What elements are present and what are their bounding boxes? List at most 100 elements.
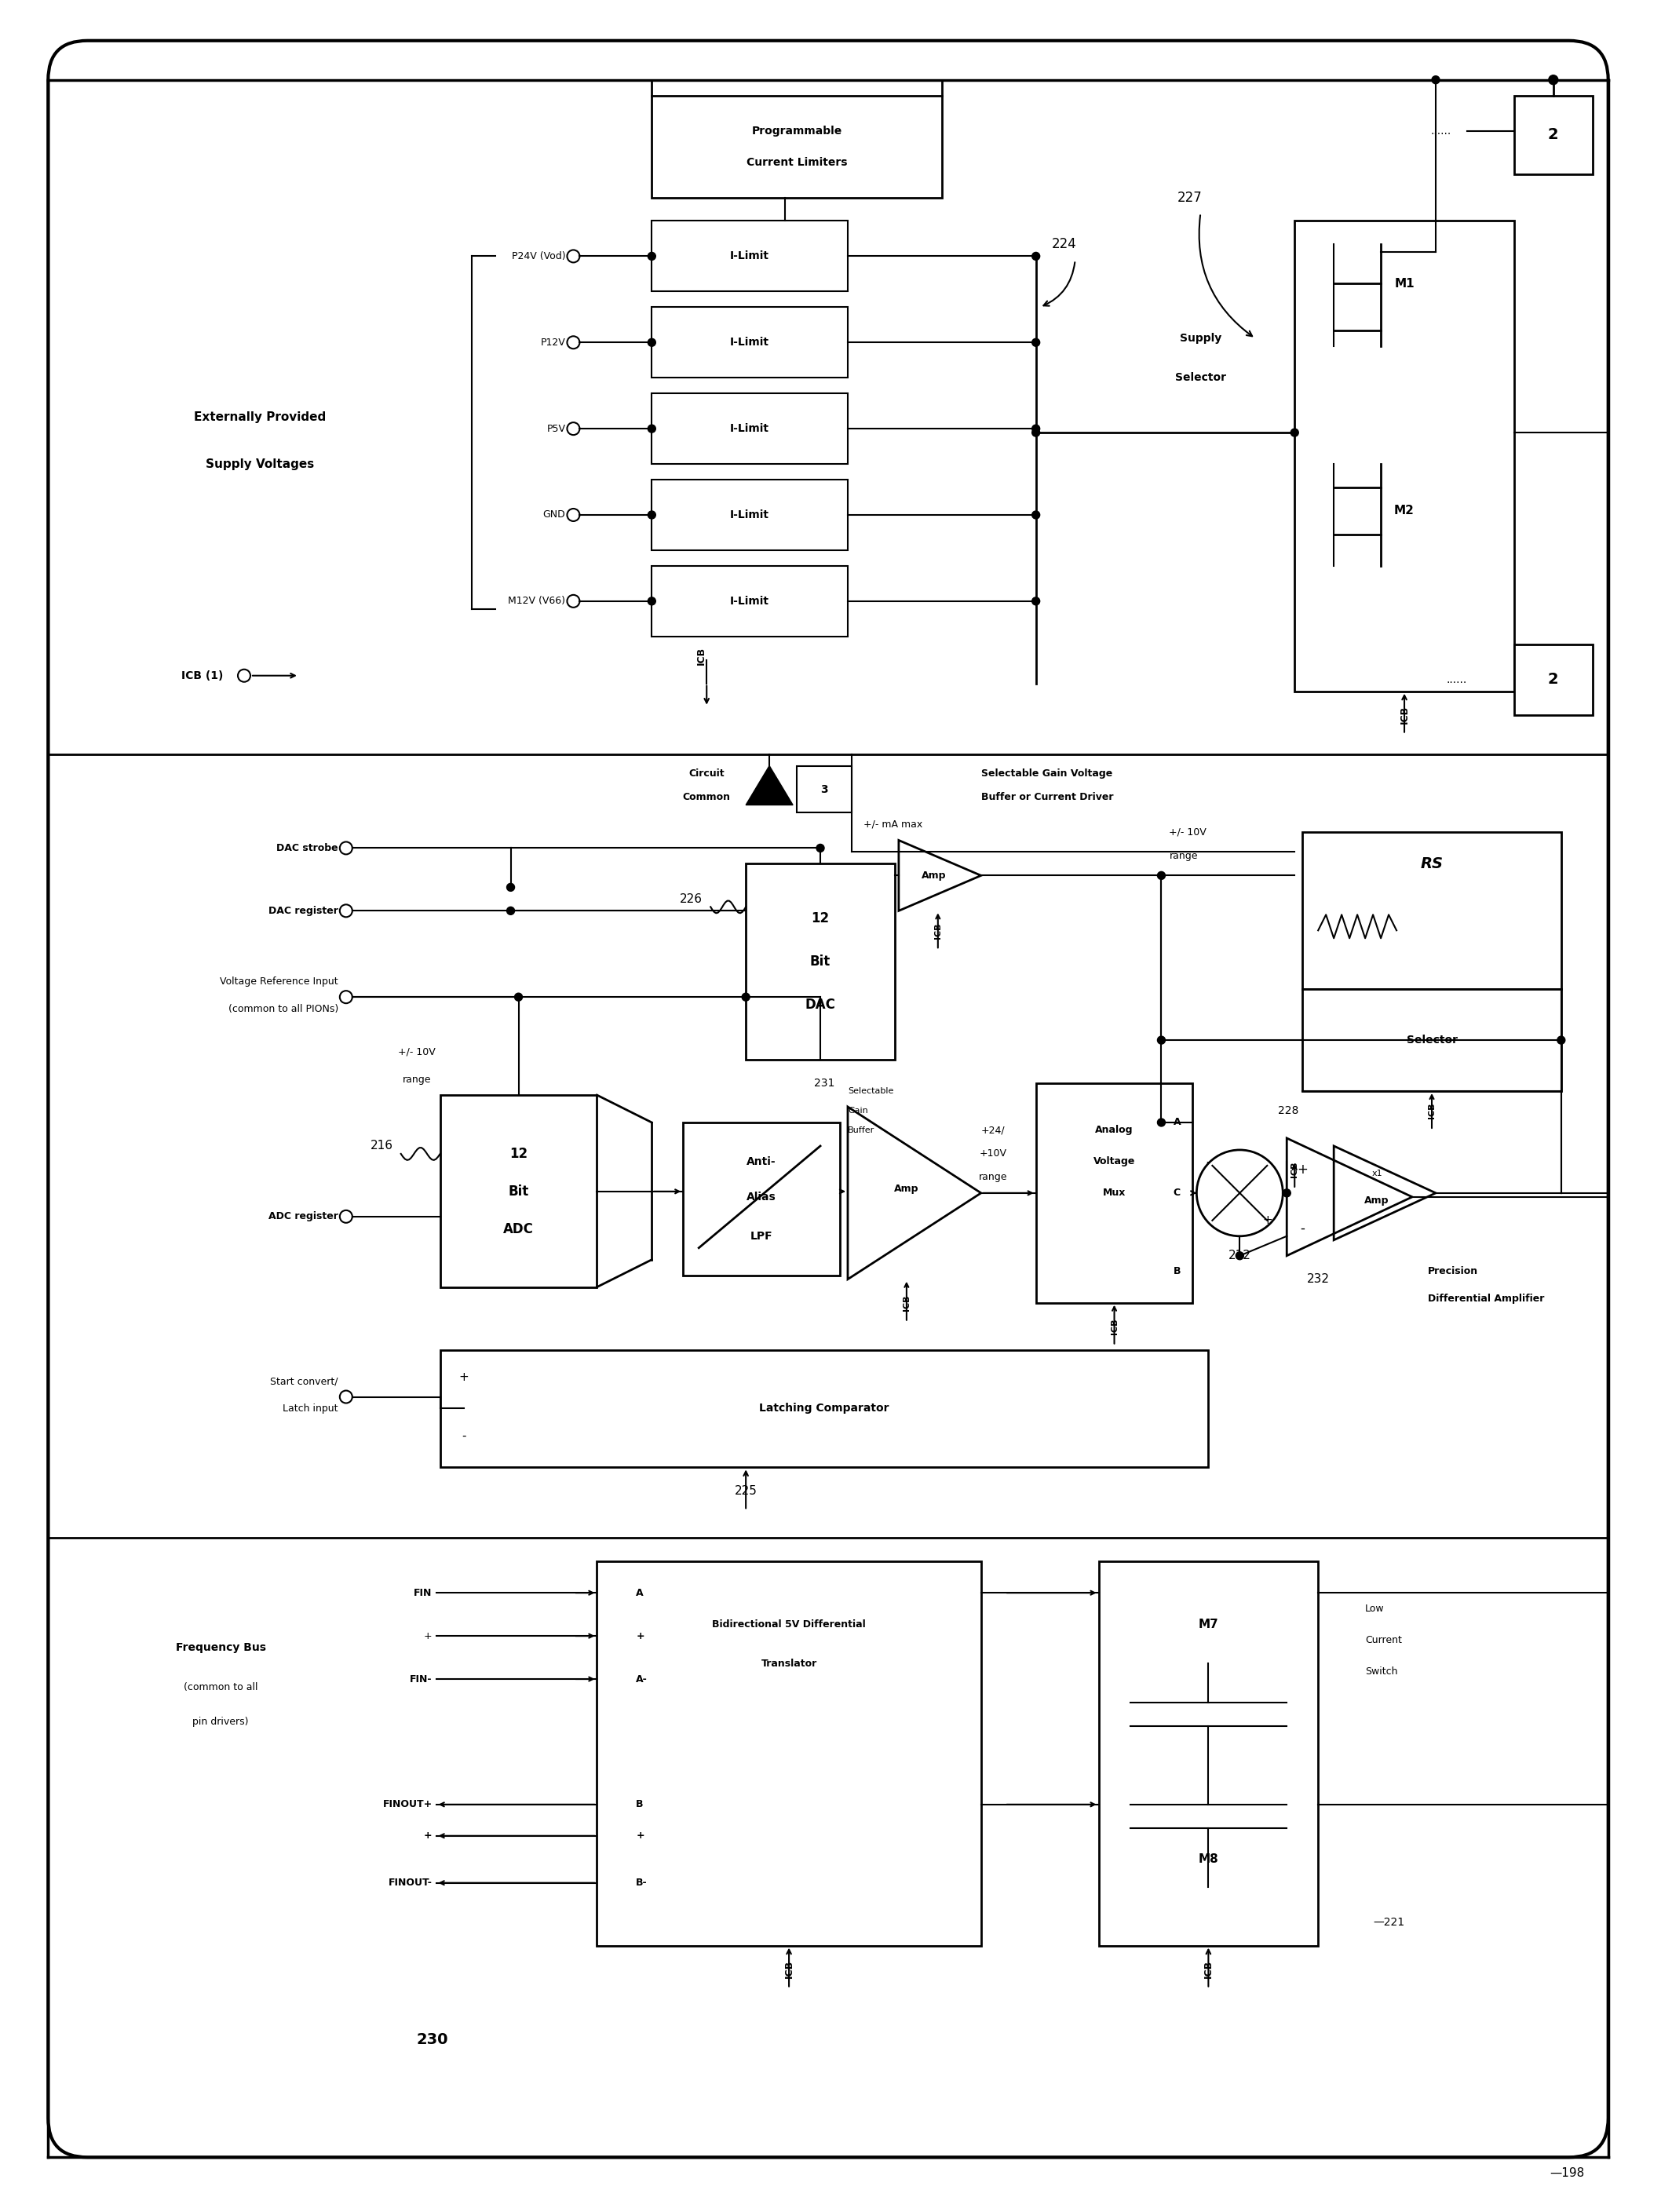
Bar [746, 863, 895, 1060]
Circle shape [1032, 338, 1040, 347]
Text: ......: ...... [1431, 126, 1451, 137]
Bar [1302, 989, 1562, 1091]
Text: I-Limit: I-Limit [731, 595, 769, 606]
Text: 212: 212 [1229, 1250, 1251, 1261]
Text: DAC register: DAC register [269, 905, 338, 916]
Text: 216: 216 [370, 1139, 393, 1152]
Circle shape [1557, 1035, 1565, 1044]
Text: I-Limit: I-Limit [731, 422, 769, 434]
Bar [652, 95, 941, 197]
Text: P5V: P5V [547, 422, 565, 434]
Text: —198: —198 [1550, 2168, 1585, 2179]
Text: ICB: ICB [1428, 1102, 1436, 1119]
Bar [1302, 832, 1562, 989]
Text: I-Limit: I-Limit [731, 336, 769, 347]
Text: +: + [635, 1630, 644, 1641]
Text: range: range [1169, 852, 1197, 860]
Bar [652, 480, 848, 551]
Text: ICB: ICB [903, 1294, 911, 1312]
Text: Bit: Bit [809, 956, 831, 969]
Text: FIN-: FIN- [410, 1674, 433, 1683]
Text: A: A [1174, 1117, 1180, 1128]
Polygon shape [746, 765, 793, 805]
Text: range: range [403, 1075, 431, 1084]
Text: +: + [1262, 1214, 1272, 1225]
Text: +: + [458, 1371, 468, 1382]
Text: ICB: ICB [935, 922, 941, 938]
Text: M8: M8 [1199, 1854, 1219, 1865]
Bar [1515, 95, 1592, 175]
Bar [652, 394, 848, 465]
Text: Precision: Precision [1428, 1265, 1478, 1276]
Text: 224: 224 [1052, 237, 1077, 252]
Circle shape [816, 845, 824, 852]
Circle shape [1157, 872, 1165, 880]
Circle shape [1032, 511, 1040, 520]
Circle shape [1282, 1190, 1291, 1197]
Text: Supply: Supply [1180, 334, 1222, 345]
Circle shape [647, 338, 655, 347]
Circle shape [647, 511, 655, 520]
Text: Buffer: Buffer [848, 1126, 874, 1135]
Circle shape [742, 993, 749, 1002]
Text: Mux: Mux [1104, 1188, 1125, 1199]
Circle shape [647, 252, 655, 261]
Text: 3: 3 [821, 783, 828, 794]
Text: FINOUT+: FINOUT+ [383, 1798, 433, 1809]
Text: LPF: LPF [751, 1230, 772, 1241]
Text: Voltage: Voltage [1093, 1157, 1135, 1166]
Text: GND: GND [543, 509, 565, 520]
Bar [1294, 221, 1515, 692]
Text: ......: ...... [1446, 675, 1466, 686]
Bar [597, 1562, 981, 1947]
Text: pin drivers): pin drivers) [192, 1717, 249, 1728]
Text: ICB: ICB [784, 1960, 794, 1978]
Text: +: + [1297, 1164, 1308, 1177]
Text: 232: 232 [1308, 1274, 1329, 1285]
Text: B: B [1174, 1265, 1180, 1276]
Circle shape [507, 907, 515, 916]
Text: Alias: Alias [747, 1192, 776, 1203]
Bar [684, 1121, 839, 1276]
Text: ICB: ICB [1204, 1960, 1214, 1978]
Bar [652, 307, 848, 378]
Text: 12: 12 [510, 1146, 528, 1161]
Text: ICB: ICB [1291, 1161, 1299, 1177]
Text: P24V (Vod): P24V (Vod) [512, 252, 565, 261]
Text: Selector: Selector [1406, 1035, 1458, 1046]
Bar [1037, 1084, 1192, 1303]
Text: Bidirectional 5V Differential: Bidirectional 5V Differential [712, 1619, 866, 1630]
Text: Frequency Bus: Frequency Bus [176, 1641, 266, 1652]
Text: +: + [425, 1630, 433, 1641]
Text: -: - [1206, 1157, 1211, 1168]
Text: ICB: ICB [697, 646, 707, 666]
Text: B-: B- [635, 1878, 647, 1889]
Text: —221: —221 [1373, 1916, 1404, 1927]
Text: Voltage Reference Input: Voltage Reference Input [221, 975, 338, 987]
Text: Analog: Analog [1095, 1126, 1134, 1135]
Text: Programmable: Programmable [752, 126, 843, 137]
Text: RS: RS [1421, 856, 1443, 872]
Circle shape [1236, 1252, 1244, 1259]
Bar [1515, 644, 1592, 714]
Text: ADC: ADC [503, 1221, 533, 1237]
Text: M1: M1 [1394, 279, 1415, 290]
Text: M7: M7 [1199, 1619, 1219, 1630]
Circle shape [1291, 429, 1299, 436]
Text: Switch: Switch [1364, 1666, 1398, 1677]
Text: +/- mA max: +/- mA max [863, 818, 923, 830]
Text: 2: 2 [1548, 128, 1558, 142]
Text: Low: Low [1364, 1604, 1384, 1613]
FancyBboxPatch shape [48, 40, 1608, 2157]
Text: Latch input: Latch input [283, 1402, 338, 1413]
Circle shape [507, 883, 515, 891]
Text: B: B [635, 1798, 644, 1809]
Text: 228: 228 [1277, 1106, 1299, 1117]
Text: 227: 227 [1177, 190, 1202, 204]
Text: M2: M2 [1394, 504, 1415, 518]
Text: Differential Amplifier: Differential Amplifier [1428, 1294, 1545, 1303]
Text: Latching Comparator: Latching Comparator [759, 1402, 890, 1413]
Text: 2: 2 [1548, 672, 1558, 688]
Bar [652, 566, 848, 637]
Text: I-Limit: I-Limit [731, 250, 769, 261]
